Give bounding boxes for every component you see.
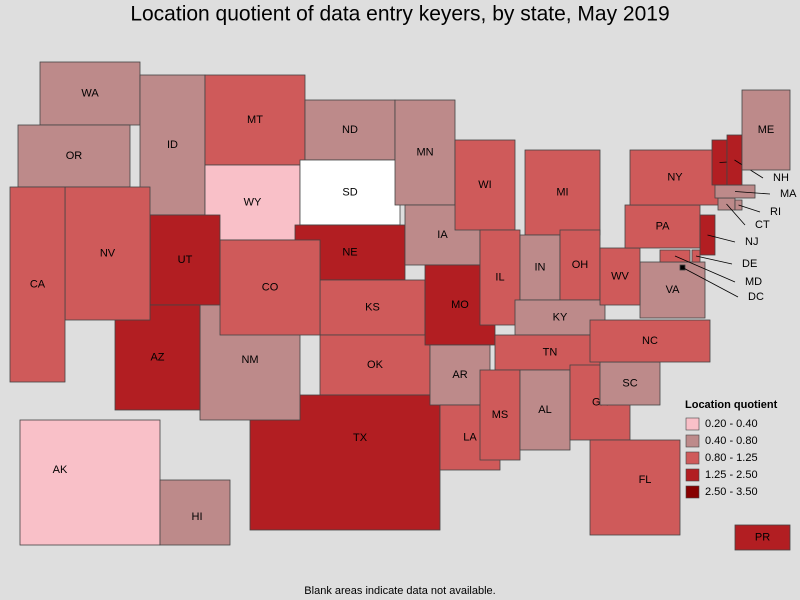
state-label: MA (780, 188, 797, 200)
state (494, 334, 606, 371)
state-label: MO (451, 299, 469, 311)
state-label: WA (81, 87, 99, 99)
state-label: MD (745, 276, 762, 288)
legend-swatch (685, 451, 700, 465)
state-label: MN (416, 146, 433, 158)
state-label: PA (656, 220, 671, 232)
state-label: NE (342, 246, 357, 258)
state-label: WV (611, 270, 629, 282)
state (159, 479, 231, 546)
state (454, 139, 516, 231)
state-label: AZ (150, 351, 164, 363)
state-label: IA (437, 229, 448, 241)
state-label: LA (463, 431, 477, 443)
state-label: WI (478, 179, 491, 191)
legend-label: 0.20 - 0.40 (705, 418, 758, 430)
state-label: SC (622, 377, 637, 389)
state-label: NM (241, 354, 258, 366)
state-label: CT (755, 219, 770, 231)
leader-line (674, 255, 736, 283)
legend-label: 0.80 - 1.25 (705, 452, 758, 464)
legend-label: 1.25 - 2.50 (705, 469, 758, 481)
legend-swatch (685, 468, 700, 482)
state (204, 164, 301, 241)
state (629, 149, 721, 206)
state-label: ID (167, 139, 178, 151)
state (589, 319, 711, 363)
legend-title: Location quotient (685, 399, 778, 411)
map-title: Location quotient of data entry keyers, … (130, 3, 669, 26)
leader-line (695, 255, 733, 265)
state-label: NC (642, 335, 658, 347)
state-label: NY (667, 171, 683, 183)
footnote: Blank areas indicate data not available. (304, 585, 495, 597)
state (304, 99, 396, 161)
state (39, 61, 141, 126)
leader-line (734, 191, 771, 195)
state-label: NV (100, 247, 116, 259)
state-label: ND (342, 124, 358, 136)
state-label: OK (367, 359, 384, 371)
state-label: HI (192, 511, 203, 523)
state-label: NJ (745, 236, 758, 248)
state (559, 229, 601, 301)
state-label: OR (66, 150, 83, 162)
state (9, 186, 66, 383)
state (319, 334, 431, 396)
state-label: PR (755, 531, 770, 543)
state-label: AL (538, 404, 551, 416)
legend-label: 2.50 - 3.50 (705, 486, 758, 498)
state-label: WY (244, 196, 262, 208)
state (394, 99, 456, 206)
state-label: FL (639, 474, 652, 486)
state-label: IL (495, 271, 504, 283)
state-label: CO (262, 281, 279, 293)
legend-label: 0.40 - 0.80 (705, 435, 758, 447)
state-label: DE (742, 258, 757, 270)
state-label: ME (758, 124, 775, 136)
state (204, 74, 306, 166)
state (149, 214, 221, 306)
state (519, 369, 571, 451)
state-label: TN (543, 346, 558, 358)
state (524, 149, 601, 236)
state-label: MI (556, 186, 568, 198)
state-label: TX (353, 432, 368, 444)
state (17, 124, 131, 188)
leader-line (707, 234, 736, 243)
state (639, 261, 706, 319)
state (114, 304, 201, 411)
state-label: NH (773, 172, 789, 184)
state (599, 247, 641, 306)
state-label: KS (365, 301, 380, 313)
state-label: AK (53, 464, 68, 476)
legend-swatch (685, 417, 700, 431)
state (589, 439, 681, 536)
state (139, 74, 206, 216)
leader-line (726, 203, 746, 226)
state-label: MT (247, 114, 263, 126)
leader-line (738, 204, 761, 213)
state-label: KY (553, 311, 568, 323)
state-label: IN (535, 261, 546, 273)
legend-swatch (685, 485, 700, 499)
state-label: OH (572, 259, 589, 271)
state-label: DC (748, 291, 764, 303)
state-label: VA (666, 284, 681, 296)
state (599, 361, 661, 406)
legend-swatch (685, 434, 700, 448)
state-label: MS (492, 409, 509, 421)
state (19, 419, 161, 546)
state (741, 89, 791, 171)
state (219, 239, 321, 336)
state-label: UT (178, 254, 193, 266)
leader-line (682, 267, 739, 298)
state-label: CA (30, 278, 46, 290)
state (734, 524, 791, 551)
state-label: RI (770, 206, 781, 218)
state-label: SD (342, 186, 357, 198)
state-label: AR (452, 369, 467, 381)
